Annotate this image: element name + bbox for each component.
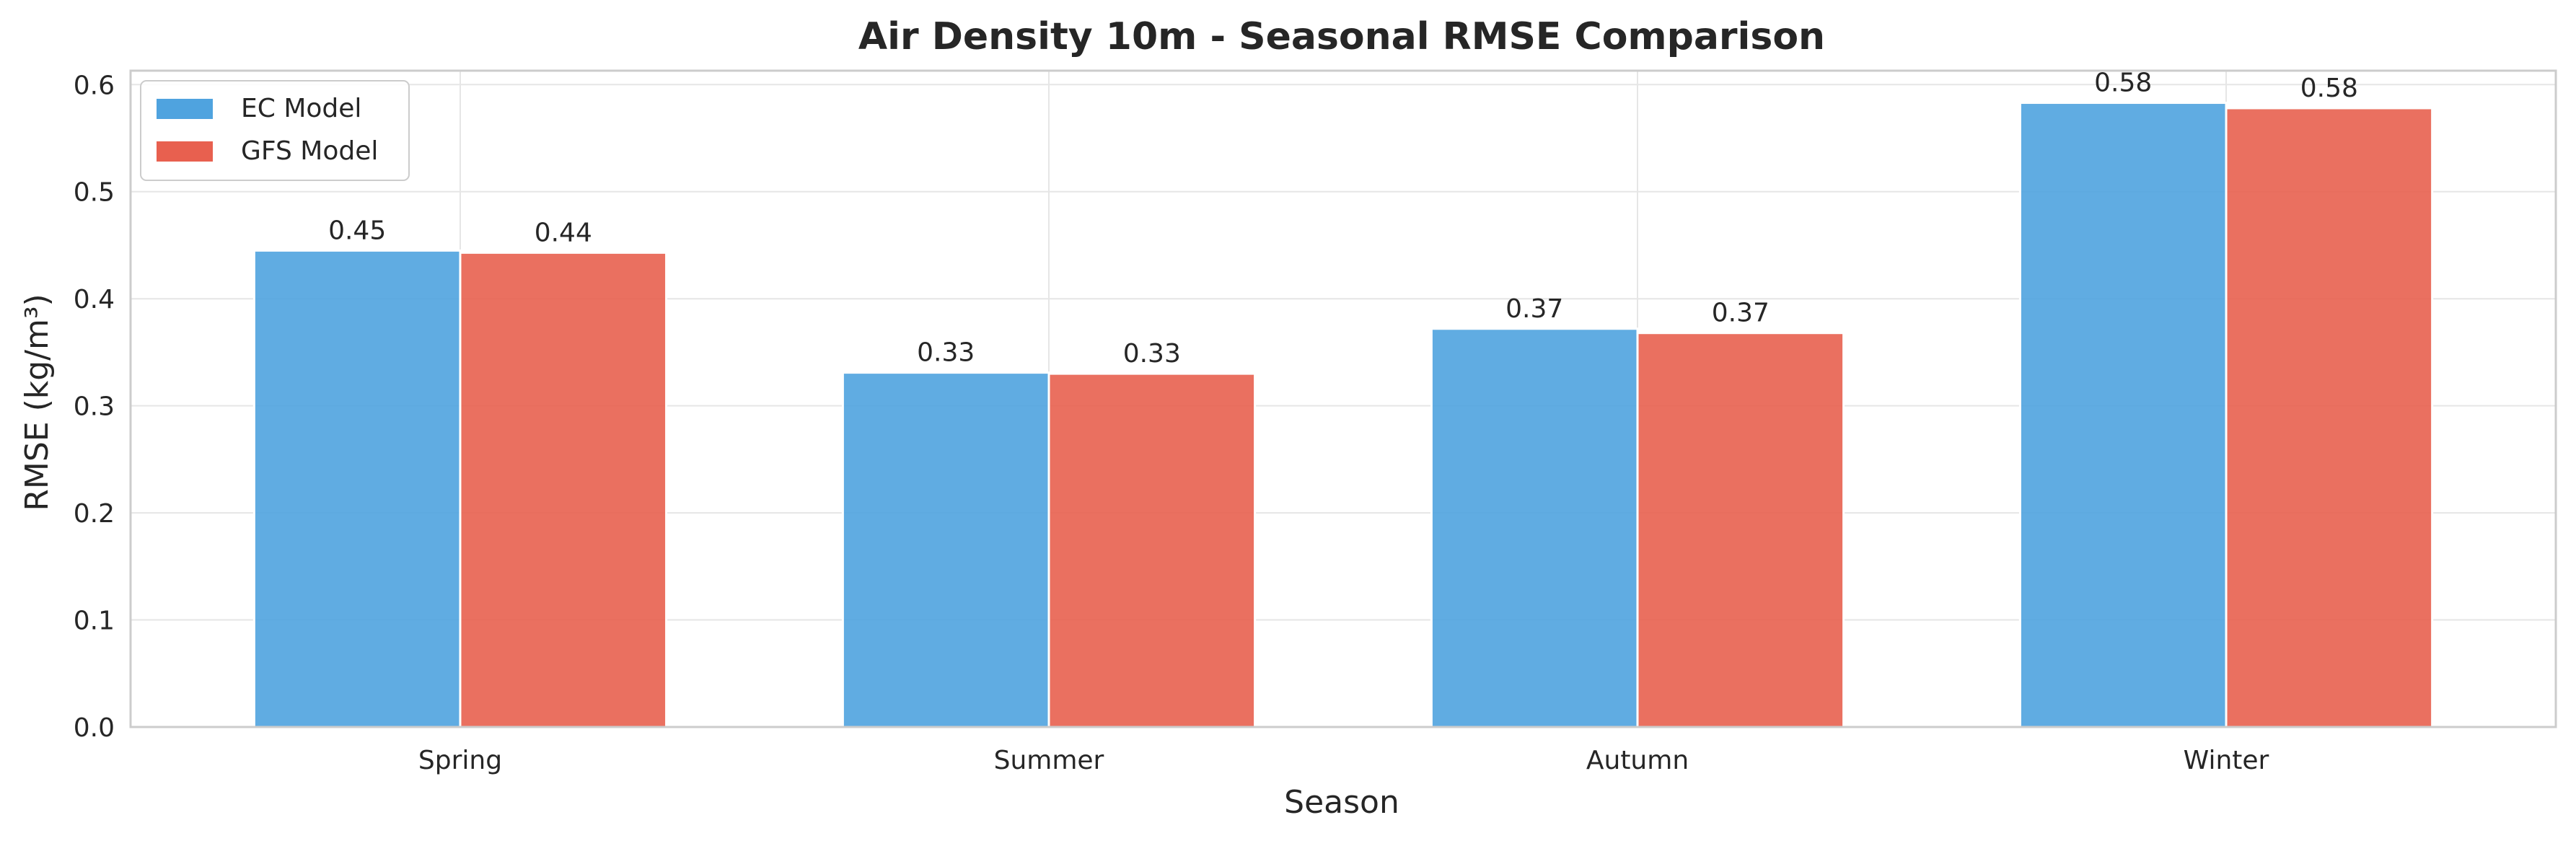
y-axis-label: RMSE (kg/m³) [19,294,56,511]
bar-ec-model-winter [2018,102,2228,728]
bar-gfs-model-summer [1047,372,1257,728]
y-tick-label: 0.5 [74,178,115,208]
legend-swatch-ec-model [157,99,213,119]
legend-label-gfs-model: GFS Model [241,136,378,166]
bar-value-label: 0.58 [2300,74,2358,103]
y-tick-label: 0.4 [74,285,115,314]
x-tick-label: Summer [994,746,1104,775]
bar-value-label: 0.37 [1505,294,1563,324]
bar-gfs-model-autumn [1636,332,1845,728]
plot-frame [129,69,2557,728]
y-axis-ticks: 0.0 0.1 0.2 0.3 0.4 0.5 0.6 [74,71,115,743]
bar-value-label: 0.33 [917,338,975,368]
y-tick-label: 0.3 [74,392,115,422]
bar-ec-model-summer [841,371,1050,728]
x-tick-label: Autumn [1586,746,1689,775]
bar-value-label: 0.45 [328,216,386,245]
y-tick-label: 0.2 [74,499,115,529]
y-tick-label: 0.1 [74,607,115,636]
bar-gfs-model-winter [2225,107,2434,728]
bar-value-label: 0.58 [2094,69,2152,98]
bar-value-labels: 0.45 0.33 0.37 0.58 0.44 0.33 0.37 0.58 [328,69,2358,369]
x-tick-label: Winter [2184,746,2269,775]
chart-title: Air Density 10m - Seasonal RMSE Comparis… [858,15,1825,58]
legend-swatch-gfs-model [157,141,213,162]
y-tick-label: 0.6 [74,71,115,100]
bars [252,102,2434,728]
bar-ec-model-autumn [1430,327,1639,728]
bar-value-label: 0.33 [1123,339,1181,369]
x-axis-ticks: Spring Summer Autumn Winter [418,746,2269,775]
bar-gfs-model-spring [459,251,668,728]
legend-label-ec-model: EC Model [241,94,361,123]
bar-value-label: 0.44 [535,218,592,247]
bar-ec-model-spring [252,249,462,728]
x-axis-label: Season [1284,784,1399,821]
legend: EC Model GFS Model [140,80,410,181]
bar-value-label: 0.37 [1712,299,1770,328]
x-tick-label: Spring [418,746,502,775]
y-tick-label: 0.0 [74,713,115,743]
